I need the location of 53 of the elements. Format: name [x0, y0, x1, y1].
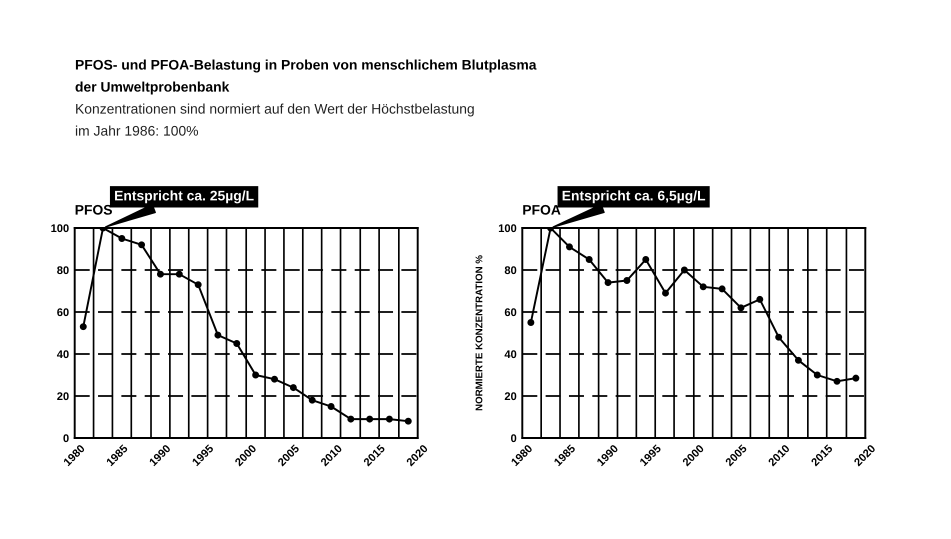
- point: [680, 266, 688, 274]
- point: [290, 384, 297, 392]
- point: [214, 332, 222, 339]
- point: [586, 256, 593, 263]
- text: Konzentrationen sind normiert auf den Wert der Höchstbelastung im Jahr 1986: 100%: [76, 104, 474, 136]
- point: [718, 285, 726, 292]
- point: [80, 323, 87, 330]
- point: [366, 416, 374, 423]
- point: [737, 304, 744, 312]
- point: [794, 356, 802, 364]
- point: [118, 235, 126, 242]
- point: [328, 403, 335, 410]
- point: [852, 374, 860, 382]
- point: [176, 270, 183, 278]
- y-tick-label: 20: [504, 392, 516, 400]
- y-tick-label: 20: [57, 392, 69, 400]
- y-tick-label: 100: [51, 224, 69, 232]
- point: [156, 270, 164, 278]
- point: [756, 296, 764, 303]
- point: [662, 290, 669, 297]
- point: [194, 281, 202, 288]
- point: [700, 283, 707, 290]
- annotation: Entspricht ca. 25µg/L: [115, 190, 254, 204]
- point: [642, 256, 650, 263]
- point: [814, 372, 821, 378]
- point: [604, 279, 612, 286]
- point: [834, 378, 840, 385]
- point: [775, 334, 782, 341]
- point: [233, 340, 240, 347]
- point: [404, 418, 412, 425]
- y-axis-title: NORMIERTE KONZENTRATION %: [476, 255, 482, 410]
- point: [566, 243, 573, 250]
- text: PFOS- und PFOA-Belastung in Proben von menschlichem Blutplasma der Umweltprobenbank: [76, 59, 537, 95]
- point: [308, 396, 316, 404]
- point: [527, 319, 534, 326]
- annotation: Entspricht ca. 6,5µg/L: [562, 190, 706, 204]
- chart-title: PFOS: [76, 204, 112, 215]
- point: [623, 277, 630, 284]
- y-tick-label: 40: [504, 350, 516, 358]
- point: [347, 416, 354, 423]
- y-tick-label: 60: [57, 308, 69, 316]
- y-tick-label: 80: [57, 266, 69, 274]
- point: [386, 416, 393, 423]
- y-tick-label: 0: [63, 434, 69, 442]
- chart-title: PFOA: [523, 204, 561, 215]
- y-tick-label: 0: [511, 434, 516, 442]
- point: [271, 376, 278, 383]
- y-tick-label: 60: [504, 308, 516, 316]
- y-tick-label: 40: [56, 350, 69, 358]
- y-tick-label: 100: [498, 224, 516, 232]
- y-tick-label: 80: [504, 266, 516, 274]
- point: [252, 372, 260, 378]
- point: [138, 241, 146, 248]
